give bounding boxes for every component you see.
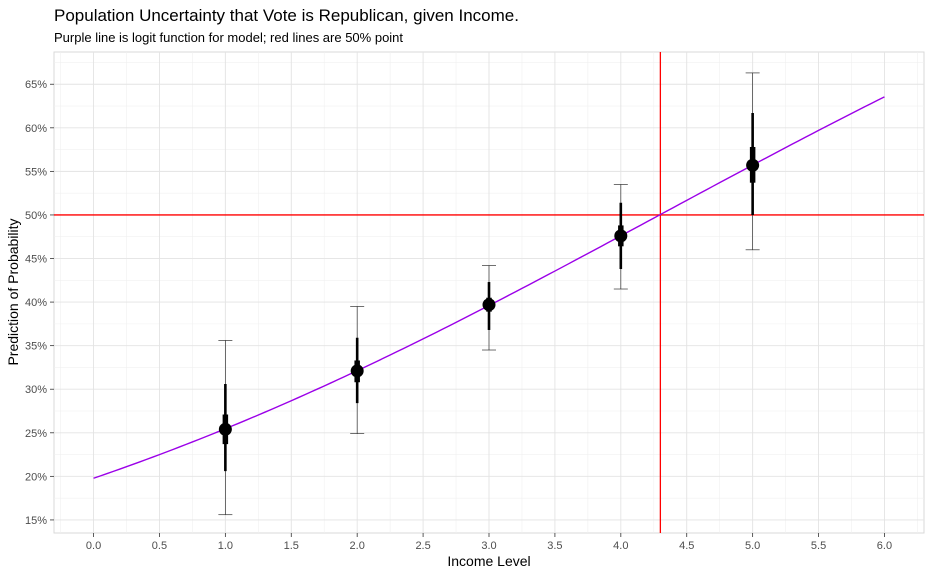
x-tick-label: 6.0 <box>877 540 892 552</box>
chart-subtitle: Purple line is logit function for model;… <box>54 30 403 45</box>
median-point <box>482 298 496 312</box>
y-tick-label: 45% <box>25 254 47 266</box>
x-tick-label: 2.0 <box>350 540 365 552</box>
y-tick-label: 60% <box>25 123 47 135</box>
median-point <box>746 158 760 172</box>
x-tick-label: 5.0 <box>745 540 760 552</box>
chart-title: Population Uncertainty that Vote is Repu… <box>54 6 519 25</box>
x-tick-label: 0.5 <box>152 540 167 552</box>
y-tick-label: 65% <box>25 79 47 91</box>
y-tick-label: 50% <box>25 210 47 222</box>
x-tick-label: 2.5 <box>415 540 430 552</box>
x-tick-label: 1.0 <box>218 540 233 552</box>
median-point <box>350 364 364 378</box>
y-axis-title: Prediction of Probability <box>5 218 21 365</box>
y-tick-label: 40% <box>25 297 47 309</box>
median-point <box>614 229 628 243</box>
points-layer <box>218 158 760 436</box>
x-tick-label: 3.0 <box>481 540 496 552</box>
x-tick-label: 4.5 <box>679 540 694 552</box>
x-tick-label: 1.5 <box>284 540 299 552</box>
reference-lines <box>54 52 924 533</box>
y-axis-ticks: 15% 20% 25% 30% 35% 40% 45% 50% 55% 60% 65% <box>25 79 54 527</box>
y-tick-label: 55% <box>25 166 47 178</box>
x-axis-title: Income Level <box>447 553 530 569</box>
x-tick-label: 3.5 <box>547 540 562 552</box>
x-tick-label: 0.0 <box>86 540 101 552</box>
x-tick-label: 4.0 <box>613 540 628 552</box>
y-tick-label: 20% <box>25 471 47 483</box>
x-tick-label: 5.5 <box>811 540 826 552</box>
x-axis-ticks: 0.0 0.5 1.0 1.5 2.0 2.5 3.0 3.5 4.0 4.5 5.0 5.5 6.0 <box>86 533 892 552</box>
median-point <box>218 422 232 436</box>
y-tick-label: 30% <box>25 384 47 396</box>
y-tick-label: 35% <box>25 341 47 353</box>
y-tick-label: 25% <box>25 428 47 440</box>
y-tick-label: 15% <box>25 515 47 527</box>
